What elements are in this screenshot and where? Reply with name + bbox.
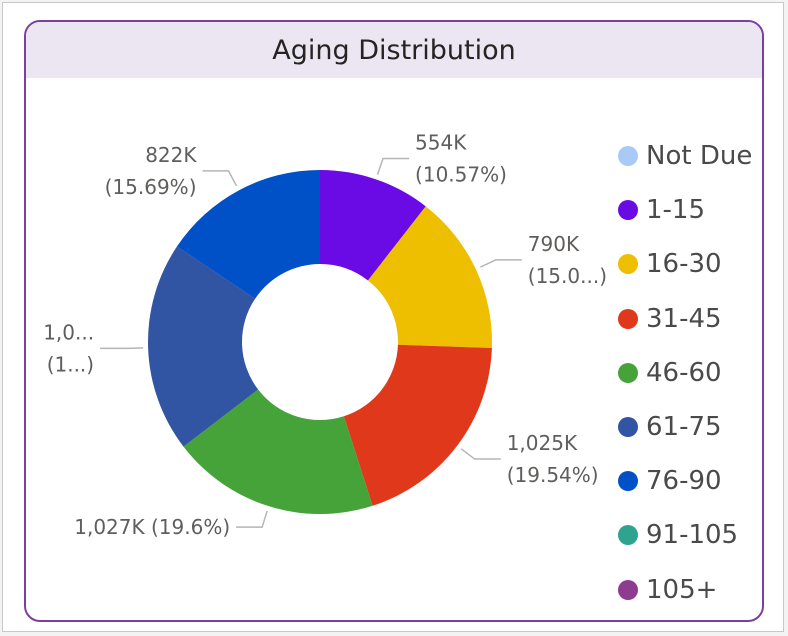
leader-line-46-60	[236, 510, 268, 528]
chart-legend: Not Due 1-15 16-30 31-45 46-60 61-75 76-90 91-1…	[618, 129, 752, 617]
legend-item-16-30[interactable]: 16-30	[618, 237, 752, 291]
leader-line-31-45	[460, 448, 501, 460]
legend-label: 16-30	[646, 249, 722, 280]
legend-label: 76-90	[646, 466, 722, 497]
leader-line-16-30	[480, 259, 522, 268]
legend-item-61-75[interactable]: 61-75	[618, 400, 752, 454]
card-header: Aging Distribution	[26, 22, 762, 78]
legend-item-1-15[interactable]: 1-15	[618, 183, 752, 237]
legend-label: 46-60	[646, 357, 722, 388]
legend-marker	[618, 525, 638, 546]
slice-61-75[interactable]	[148, 246, 259, 447]
chart-title: Aging Distribution	[272, 34, 516, 66]
legend-label: 105+	[646, 574, 718, 605]
slice-46-60[interactable]	[183, 389, 373, 514]
legend-marker	[618, 254, 638, 275]
legend-item-31-45[interactable]: 31-45	[618, 292, 752, 346]
legend-label: 1-15	[646, 195, 706, 226]
legend-label: 31-45	[646, 303, 722, 334]
chart-card: Aging Distribution 554K (10.57%) 790K (15.0…	[24, 20, 764, 622]
data-label-76-90: 822K (15.69%)	[105, 143, 198, 199]
legend-item-46-60[interactable]: 46-60	[618, 346, 752, 400]
leader-line-61-75	[100, 347, 144, 350]
legend-marker	[618, 200, 638, 221]
data-label-31-45: 1,025K (19.54%)	[507, 431, 599, 487]
data-label-61-75: 1,0... (1...)	[43, 320, 94, 376]
legend-marker	[618, 308, 638, 329]
slice-1-15[interactable]	[320, 170, 426, 281]
data-label-16-30: 790K (15.0...)	[528, 232, 607, 288]
legend-label: 91-105	[646, 520, 739, 551]
legend-item-105[interactable]: 105+	[618, 563, 752, 617]
data-label-46-60: 1,027K (19.6%)	[74, 515, 230, 539]
data-label-1-15: 554K (10.57%)	[415, 131, 507, 187]
donut-chart: 554K (10.57%) 790K (15.0...) 1,025K (19.54%) 1…	[43, 131, 607, 540]
slice-76-90[interactable]	[176, 170, 320, 299]
legend-item-76-90[interactable]: 76-90	[618, 454, 752, 508]
legend-marker	[618, 362, 638, 383]
legend-label: Not Due	[646, 141, 753, 172]
slice-31-45[interactable]	[343, 344, 492, 506]
legend-marker	[618, 579, 638, 600]
legend-marker	[618, 417, 638, 438]
legend-marker	[618, 471, 638, 492]
leader-line-76-90	[202, 170, 238, 187]
legend-marker	[618, 146, 638, 167]
leader-line-1-15	[376, 157, 410, 175]
slice-16-30[interactable]	[367, 206, 492, 349]
legend-label: 61-75	[646, 412, 722, 443]
legend-item-not-due[interactable]: Not Due	[618, 129, 752, 183]
legend-item-91-105[interactable]: 91-105	[618, 508, 752, 562]
